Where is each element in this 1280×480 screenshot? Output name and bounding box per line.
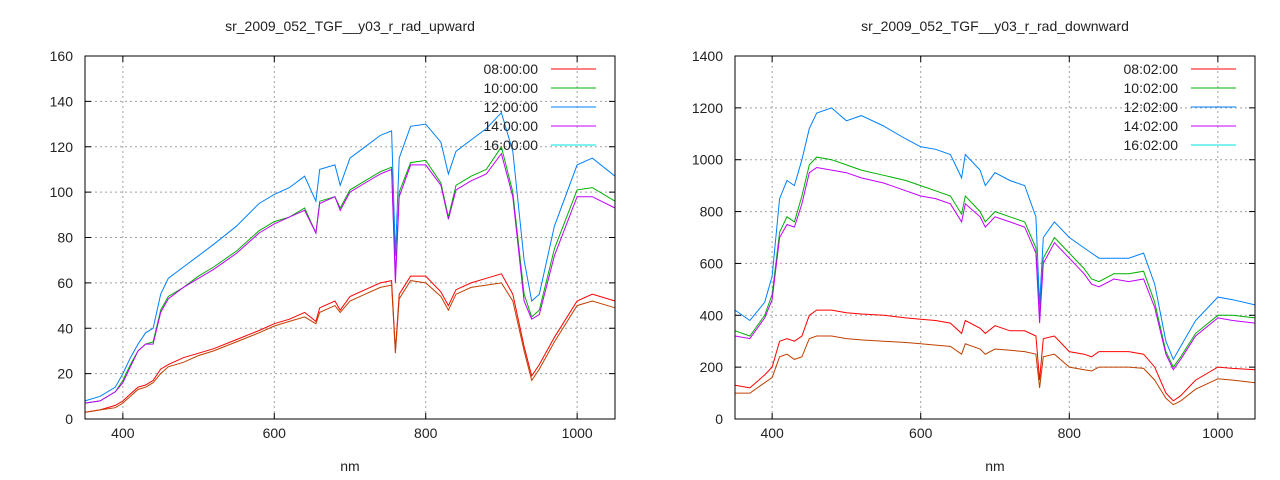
- y-tick-label: 600: [700, 255, 724, 271]
- x-tick-label: 400: [111, 425, 135, 441]
- series-line-160000: [84, 280, 616, 413]
- x-tick-label: 600: [909, 425, 933, 441]
- x-tick-label: 600: [263, 425, 287, 441]
- y-tick-label: 40: [57, 320, 73, 336]
- y-tick-label: 100: [50, 184, 74, 200]
- series-line-080000: [84, 273, 616, 413]
- x-tick-label: 1000: [1202, 425, 1233, 441]
- legend-label: 08:02:00: [1124, 61, 1179, 77]
- series-line-100000: [84, 145, 616, 404]
- y-tick-label: 1000: [692, 152, 723, 168]
- legend-label: 16:00:00: [484, 137, 539, 153]
- x-tick-label: 800: [414, 425, 438, 441]
- legend-label: 12:00:00: [484, 99, 539, 115]
- series-line-160200: [735, 335, 1256, 406]
- legend-label: 14:00:00: [484, 118, 539, 134]
- x-tick-label: 400: [760, 425, 784, 441]
- y-tick-label: 0: [715, 411, 723, 427]
- y-tick-label: 140: [50, 93, 74, 109]
- y-tick-label: 0: [65, 411, 73, 427]
- legend-label: 08:00:00: [484, 61, 539, 77]
- y-tick-label: 120: [50, 139, 74, 155]
- legend-label: 14:02:00: [1124, 118, 1179, 134]
- x-axis-label: nm: [985, 458, 1004, 474]
- series-line-120200: [734, 107, 1256, 361]
- y-tick-label: 20: [57, 366, 73, 382]
- y-tick-label: 1400: [692, 48, 723, 64]
- series-line-100200: [734, 156, 1256, 369]
- x-tick-label: 1000: [562, 425, 593, 441]
- series-line-120000: [84, 111, 616, 402]
- x-tick-label: 800: [1058, 425, 1082, 441]
- chart-title: sr_2009_052_TGF__y03_r_rad_upward: [225, 18, 475, 34]
- chart-title: sr_2009_052_TGF__y03_r_rad_downward: [861, 18, 1129, 34]
- legend-label: 10:00:00: [484, 80, 539, 96]
- y-tick-label: 200: [700, 359, 724, 375]
- y-tick-label: 80: [57, 230, 73, 246]
- x-axis-label: nm: [340, 458, 359, 474]
- plot-frame: [734, 55, 1256, 420]
- legend-label: 16:02:00: [1124, 137, 1179, 153]
- y-tick-label: 800: [700, 204, 724, 220]
- y-tick-label: 160: [50, 48, 74, 64]
- y-tick-label: 60: [57, 275, 73, 291]
- y-tick-label: 1200: [692, 100, 723, 116]
- plot-frame: [84, 55, 616, 420]
- legend-label: 10:02:00: [1124, 80, 1179, 96]
- series-line-140200: [734, 166, 1256, 371]
- y-tick-label: 400: [700, 307, 724, 323]
- series-line-140000: [84, 152, 616, 404]
- legend-label: 12:02:00: [1124, 99, 1179, 115]
- series-line-080200: [734, 309, 1256, 402]
